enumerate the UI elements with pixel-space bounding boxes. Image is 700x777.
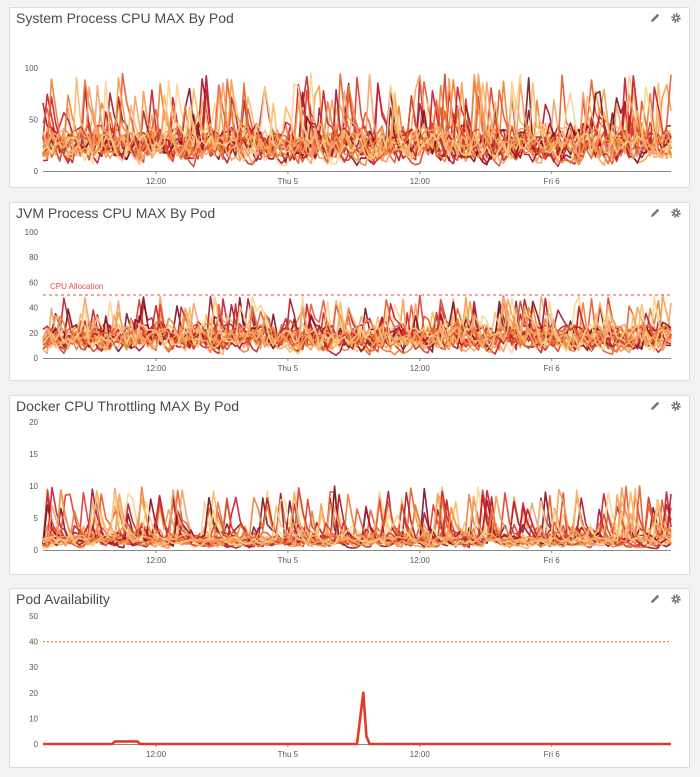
x-tick-label: Fri 6 <box>544 364 561 373</box>
series-group <box>42 485 672 550</box>
y-tick-label: 50 <box>29 612 38 621</box>
panel-title: System Process CPU MAX By Pod <box>16 10 234 26</box>
panel-actions <box>648 399 683 413</box>
series-line <box>42 297 672 355</box>
y-tick-label: 40 <box>29 304 38 313</box>
y-tick-label: 50 <box>29 116 38 125</box>
panel-header: System Process CPU MAX By Pod <box>10 8 689 30</box>
panel-jvm-cpu: JVM Process CPU MAX By Pod 0 20 40 60 80 100 1… <box>9 202 690 381</box>
y-tick-label: 0 <box>34 354 39 363</box>
y-tick-label: 60 <box>29 278 38 287</box>
x-tick-label: 12:00 <box>146 556 167 565</box>
series-line <box>42 488 672 549</box>
y-tick-label: 100 <box>25 228 39 237</box>
panel-header: Docker CPU Throttling MAX By Pod <box>10 396 689 418</box>
panel-actions <box>648 592 683 606</box>
series-group <box>42 294 672 357</box>
series-line <box>42 489 672 548</box>
y-tick-label: 0 <box>34 740 39 749</box>
series-line <box>42 72 672 165</box>
gear-icon[interactable] <box>669 11 683 25</box>
y-tick-label: 20 <box>29 329 38 338</box>
x-tick-label: Thu 5 <box>278 364 299 373</box>
y-tick-label: 10 <box>29 714 38 723</box>
x-tick-label: Fri 6 <box>544 556 561 565</box>
chart-system-cpu: 0 50 100 12:00 Thu 5 12:00 Fri 6 <box>25 64 672 186</box>
series-line <box>42 74 672 165</box>
panel-title: Docker CPU Throttling MAX By Pod <box>16 398 240 414</box>
pencil-icon[interactable] <box>648 206 662 220</box>
panel-title: Pod Availability <box>16 591 110 607</box>
pencil-icon[interactable] <box>648 399 662 413</box>
x-tick-label: Fri 6 <box>544 750 561 759</box>
panel-header: Pod Availability <box>10 589 689 611</box>
series-line <box>42 494 672 547</box>
x-tick-label: Fri 6 <box>544 177 561 186</box>
x-tick-label: 12:00 <box>146 364 167 373</box>
pencil-icon[interactable] <box>648 592 662 606</box>
series-group <box>42 72 672 168</box>
y-tick-label: 0 <box>34 546 39 555</box>
chart-jvm-cpu: 0 20 40 60 80 100 12:00 Thu 5 12:00 Fri 6 CPU Allo… <box>25 228 672 373</box>
cpu-allocation-label: CPU Allocation <box>50 282 103 291</box>
chart-pod-availability: 0 10 20 30 40 50 12:00 Thu 5 12:00 Fri 6 <box>29 612 671 759</box>
chart-docker-throttling: 0 5 10 15 20 12:00 Thu 5 12:00 Fri 6 <box>29 418 672 565</box>
pencil-icon[interactable] <box>648 11 662 25</box>
availability-line <box>43 691 671 746</box>
panel-actions <box>648 11 683 25</box>
x-tick-label: 12:00 <box>410 364 431 373</box>
gear-icon[interactable] <box>669 399 683 413</box>
y-tick-label: 5 <box>34 514 39 523</box>
gear-icon[interactable] <box>669 592 683 606</box>
x-tick-label: Thu 5 <box>278 750 299 759</box>
y-tick-label: 30 <box>29 663 38 672</box>
y-tick-label: 100 <box>25 64 39 73</box>
series-line <box>42 298 672 350</box>
x-tick-label: Thu 5 <box>278 556 299 565</box>
panel-header: JVM Process CPU MAX By Pod <box>10 203 689 225</box>
panel-system-cpu: System Process CPU MAX By Pod 0 50 100 12:0… <box>9 7 690 188</box>
y-tick-label: 15 <box>29 450 38 459</box>
panel-title: JVM Process CPU MAX By Pod <box>16 205 216 221</box>
series-line <box>42 78 672 167</box>
x-tick-label: 12:00 <box>410 750 431 759</box>
panel-actions <box>648 206 683 220</box>
x-tick-label: 12:00 <box>146 750 167 759</box>
y-tick-label: 80 <box>29 253 38 262</box>
panel-pod-availability: Pod Availability 0 10 20 30 40 50 12:00 Thu 5 12… <box>9 588 690 768</box>
series-line <box>42 295 672 357</box>
y-tick-label: 40 <box>29 638 38 647</box>
gear-icon[interactable] <box>669 206 683 220</box>
x-tick-label: 12:00 <box>410 177 431 186</box>
y-tick-label: 20 <box>29 418 38 427</box>
y-tick-label: 0 <box>34 167 39 176</box>
panel-docker-throttling: Docker CPU Throttling MAX By Pod 0 5 10 15 2… <box>9 395 690 575</box>
x-tick-label: Thu 5 <box>278 177 299 186</box>
x-tick-label: 12:00 <box>410 556 431 565</box>
y-tick-label: 20 <box>29 689 38 698</box>
x-tick-label: 12:00 <box>146 177 167 186</box>
series-line <box>42 306 672 356</box>
y-tick-label: 10 <box>29 482 38 491</box>
